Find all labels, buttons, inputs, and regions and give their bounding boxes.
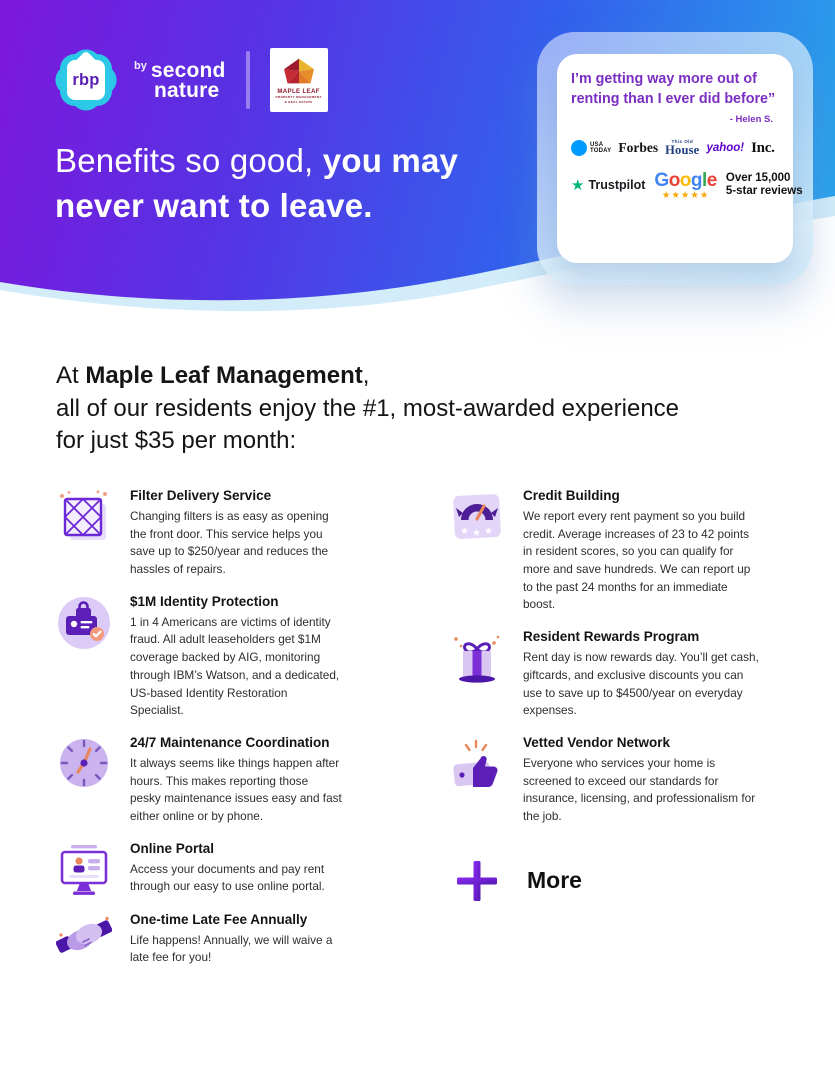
benefit-title: Online Portal xyxy=(130,840,215,856)
benefit-description: We report every rent payment so you buil… xyxy=(523,509,751,612)
benefit-title: 24/7 Maintenance Coordination xyxy=(130,734,330,750)
intro-line2: all of our residents enjoy the #1, most-… xyxy=(56,394,680,422)
benefit-title: One-time Late Fee Annually xyxy=(130,911,308,927)
hero-headline: Benefits so good, you may never want to … xyxy=(55,138,545,228)
testimonial-quote: I’m getting way more out of renting than… xyxy=(571,69,779,110)
trustpilot-star-icon: ★ xyxy=(571,176,585,194)
headline-bold-2: never want to leave. xyxy=(55,187,373,225)
more-benefits-row: More xyxy=(449,859,779,903)
identity-protection-icon xyxy=(56,594,112,650)
benefit-description: It always seems like things happen after… xyxy=(130,755,342,823)
svg-text:★: ★ xyxy=(460,526,469,537)
headline-bold-1: you may xyxy=(322,142,459,179)
monitor-icon xyxy=(56,841,112,897)
benefit-description: Changing filters is as easy as opening t… xyxy=(130,509,329,577)
usa-today-line2: TODAY xyxy=(590,148,612,155)
benefits-column-right: ★ ★ ★ Credit Building We report every re… xyxy=(449,488,779,903)
svg-text:★: ★ xyxy=(484,526,493,537)
benefit-title: $1M Identity Protection xyxy=(130,593,279,609)
intro-line3: for just $35 per month: xyxy=(56,427,297,455)
testimonial-attribution: - Helen S. xyxy=(729,113,773,125)
ratings-row: ★ Trustpilot Google ★★★★★ Over 15,000 5-… xyxy=(571,169,803,201)
google-letter: G xyxy=(654,169,669,191)
intro-heading: At Maple Leaf Management, all of our res… xyxy=(56,360,756,458)
this-old-house-logo: This Old House xyxy=(665,138,700,158)
benefit-credit-building: ★ ★ ★ Credit Building We report every re… xyxy=(449,488,779,614)
usa-today-line1: USA xyxy=(590,141,604,148)
filter-icon xyxy=(56,488,112,544)
trustpilot-logo: ★ Trustpilot xyxy=(571,178,645,193)
brand-row: rbp by second nature MAPLE xyxy=(49,43,328,117)
hero-header: rbp by second nature MAPLE xyxy=(0,0,835,330)
benefit-filter-delivery: Filter Delivery Service Changing filters… xyxy=(56,488,376,579)
review-card-container: I’m getting way more out of renting than… xyxy=(537,32,813,285)
this-old-house-main: House xyxy=(665,143,700,158)
reviews-line2: 5-star reviews xyxy=(725,185,803,198)
forbes-logo: Forbes xyxy=(618,140,659,156)
quote-line-2: renting than I ever did before” xyxy=(571,91,776,108)
maple-leaf-title: MAPLE LEAF xyxy=(277,88,320,96)
usa-today-logo: USA TODAY xyxy=(571,140,612,157)
brand-word-second: second xyxy=(150,58,226,82)
trustpilot-label: Trustpilot xyxy=(588,178,646,193)
rbp-logo-text: rbp xyxy=(72,70,100,89)
benefit-title: Filter Delivery Service xyxy=(130,488,272,503)
benefit-description: 1 in 4 Americans are victims of identity… xyxy=(130,614,340,718)
maple-leaf-sub1: PROPERTY MANAGEMENT xyxy=(275,95,322,100)
benefit-description: Rent day is now rewards day. You’ll get … xyxy=(523,650,759,718)
thumbs-up-icon xyxy=(449,735,505,791)
google-letter: o xyxy=(679,169,692,191)
yahoo-logo: yahoo! xyxy=(706,142,745,155)
review-card: I’m getting way more out of renting than… xyxy=(557,54,803,263)
wave-decoration xyxy=(0,196,835,330)
benefit-title: Resident Rewards Program xyxy=(523,629,700,645)
benefit-rewards: Resident Rewards Program Rent day is now… xyxy=(449,629,779,720)
intro-comma: , xyxy=(362,362,370,389)
maple-leaf-sub2: & REAL ESTATE xyxy=(284,99,313,104)
second-nature-wordmark: by second nature xyxy=(134,60,226,101)
handshake-icon xyxy=(56,912,112,960)
clock-icon xyxy=(56,735,112,789)
plus-icon xyxy=(449,859,505,903)
google-letter: g xyxy=(690,169,703,191)
maple-leaf-logo: MAPLE LEAF PROPERTY MANAGEMENT & REAL ES… xyxy=(269,48,328,112)
benefit-vendor-network: Vetted Vendor Network Everyone who servi… xyxy=(449,735,779,826)
google-rating-logo: Google ★★★★★ xyxy=(654,169,718,201)
benefit-maintenance: 24/7 Maintenance Coordination It always … xyxy=(56,735,376,826)
press-logos-row: USA TODAY Forbes This Old House yahoo! I… xyxy=(571,138,779,158)
benefit-online-portal: Online Portal Access your documents and … xyxy=(56,841,376,897)
by-label: by xyxy=(134,59,147,72)
benefit-late-fee: One-time Late Fee Annually Life happens!… xyxy=(56,912,376,967)
benefit-description: Life happens! Annually, we will waive a … xyxy=(130,932,333,965)
google-letter: o xyxy=(668,169,681,191)
credit-gauge-icon: ★ ★ ★ xyxy=(449,488,505,542)
reviews-count: Over 15,000 5-star reviews xyxy=(726,172,803,200)
quote-line-1: I’m getting way more out of xyxy=(571,71,757,87)
headline-light: Benefits so good, xyxy=(55,142,323,179)
brand-word-nature: nature xyxy=(154,78,220,102)
google-letter: e xyxy=(706,169,718,191)
inc-logo: Inc. xyxy=(751,139,775,156)
benefit-title: Vetted Vendor Network xyxy=(523,734,671,750)
intro-prefix: At xyxy=(56,362,86,389)
more-label: More xyxy=(527,867,582,894)
logo-divider xyxy=(245,51,250,109)
benefit-description: Access your documents and pay rent throu… xyxy=(130,861,325,894)
benefit-title: Credit Building xyxy=(523,488,620,503)
maple-leaf-house-icon xyxy=(283,59,314,84)
intro-company-name: Maple Leaf Management xyxy=(85,362,363,389)
five-stars-icon: ★★★★★ xyxy=(661,189,710,201)
svg-text:★: ★ xyxy=(472,528,481,539)
benefits-column-left: Filter Delivery Service Changing filters… xyxy=(56,488,376,982)
usa-today-circle-icon xyxy=(571,140,587,157)
google-letter: l xyxy=(702,169,707,191)
reviews-line1: Over 15,000 xyxy=(725,171,791,184)
benefit-identity-protection: $1M Identity Protection 1 in 4 Americans… xyxy=(56,594,376,720)
this-old-house-top: This Old xyxy=(671,138,694,144)
rbp-logo: rbp xyxy=(49,43,123,117)
benefit-description: Everyone who services your home is scree… xyxy=(523,755,756,823)
gift-icon xyxy=(449,629,505,687)
